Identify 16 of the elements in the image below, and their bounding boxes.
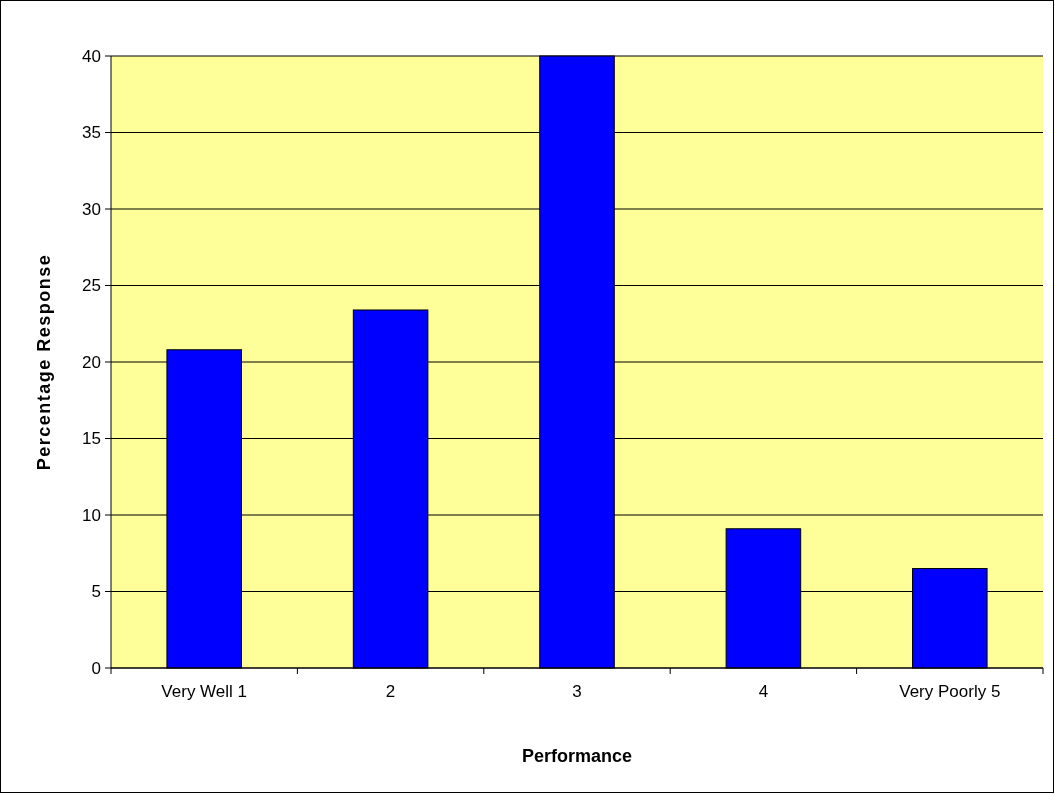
- y-tick-label: 15: [82, 429, 101, 449]
- y-tick-label: 0: [91, 658, 101, 678]
- x-tick-label: 2: [385, 682, 396, 701]
- y-tick-label: 10: [82, 505, 101, 525]
- y-tick-label: 5: [91, 582, 101, 602]
- y-tick-label: 25: [82, 276, 101, 296]
- y-tick-label: 40: [82, 46, 101, 66]
- y-axis-title: Percentage Response: [34, 253, 54, 471]
- x-tick-label: Very Poorly 5: [899, 682, 1001, 701]
- x-tick-label: Very Well 1: [161, 682, 248, 701]
- x-tick-label: 3: [572, 682, 582, 701]
- x-axis-title: Performance: [521, 746, 633, 766]
- x-tick-label: 4: [758, 682, 769, 701]
- y-tick-label: 20: [82, 352, 101, 372]
- y-tick-label: 30: [82, 199, 101, 219]
- y-tick-label: 35: [82, 123, 101, 143]
